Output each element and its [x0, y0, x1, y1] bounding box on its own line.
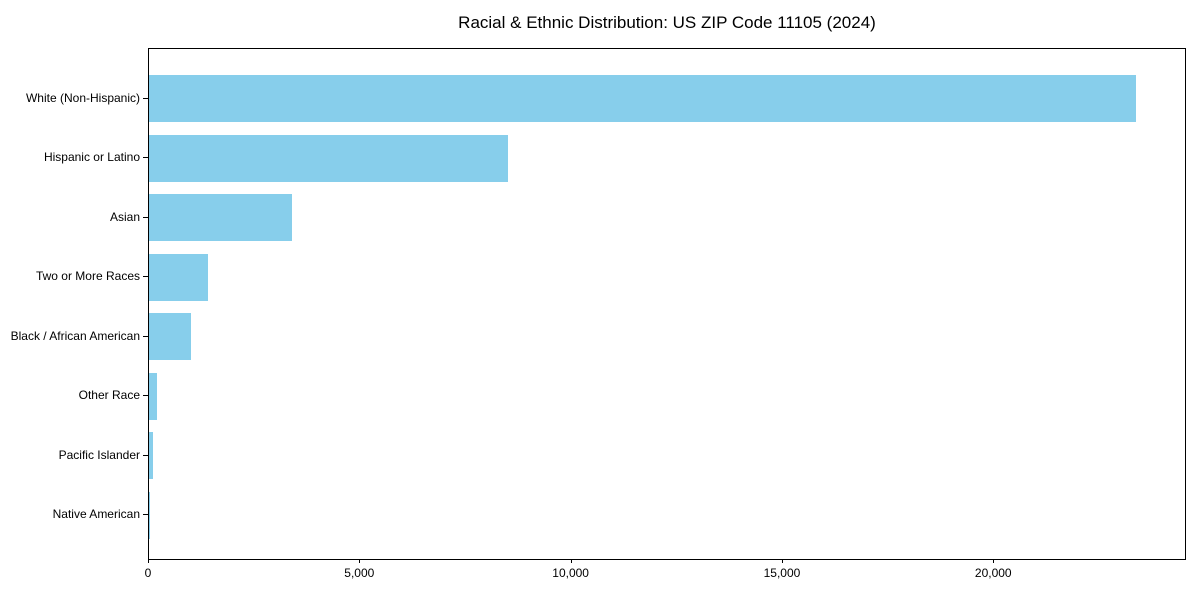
x-axis-tick-label: 5,000	[344, 566, 375, 580]
x-axis-tick-label: 0	[144, 566, 152, 580]
x-axis-tick-mark	[148, 559, 149, 563]
y-axis-tick-mark	[143, 514, 148, 515]
bar-other-race	[149, 372, 158, 420]
x-axis-tick-label: 10,000	[552, 566, 589, 580]
y-axis-category-label: Native American	[52, 507, 140, 521]
y-axis-tick-mark	[143, 395, 148, 396]
y-axis-category-label: Black / African American	[10, 328, 140, 343]
y-axis-tick-mark	[143, 454, 148, 456]
x-axis-tick-label: 20,000	[974, 566, 1012, 580]
x-axis-tick-mark	[359, 559, 361, 563]
y-axis-category-label: Two or More Races	[35, 269, 140, 283]
y-axis-tick-mark	[143, 216, 148, 218]
chart-title: Racial & Ethnic Distribution: US ZIP Cod…	[458, 13, 876, 32]
y-axis-category-label: White (Non-Hispanic)	[25, 90, 140, 105]
bar-asian	[149, 194, 293, 241]
x-axis-tick-mark	[993, 559, 995, 563]
y-axis-tick-mark	[143, 335, 148, 337]
y-axis-tick-mark	[143, 97, 148, 99]
bar-two-or-more-races	[149, 253, 209, 301]
x-axis-tick-mark	[781, 559, 783, 563]
y-axis-category-label: Other Race	[78, 388, 140, 402]
bar-hispanic-or-latino	[149, 134, 508, 182]
bar-black-african-american	[149, 313, 192, 360]
y-axis-tick-mark	[143, 157, 148, 158]
bar-native-american	[149, 491, 150, 539]
y-axis-category-label: Asian	[109, 209, 140, 224]
y-axis-category-label: Pacific Islander	[58, 447, 140, 462]
y-axis-category-label: Hispanic or Latino	[43, 150, 140, 164]
x-axis-tick-mark	[570, 559, 572, 563]
plot-area	[148, 48, 1186, 560]
x-axis-tick-label: 15,000	[763, 566, 801, 580]
bar-white-non-hispanic	[149, 75, 1137, 122]
y-axis-tick-mark	[143, 276, 148, 277]
bar-pacific-islander	[149, 432, 154, 479]
